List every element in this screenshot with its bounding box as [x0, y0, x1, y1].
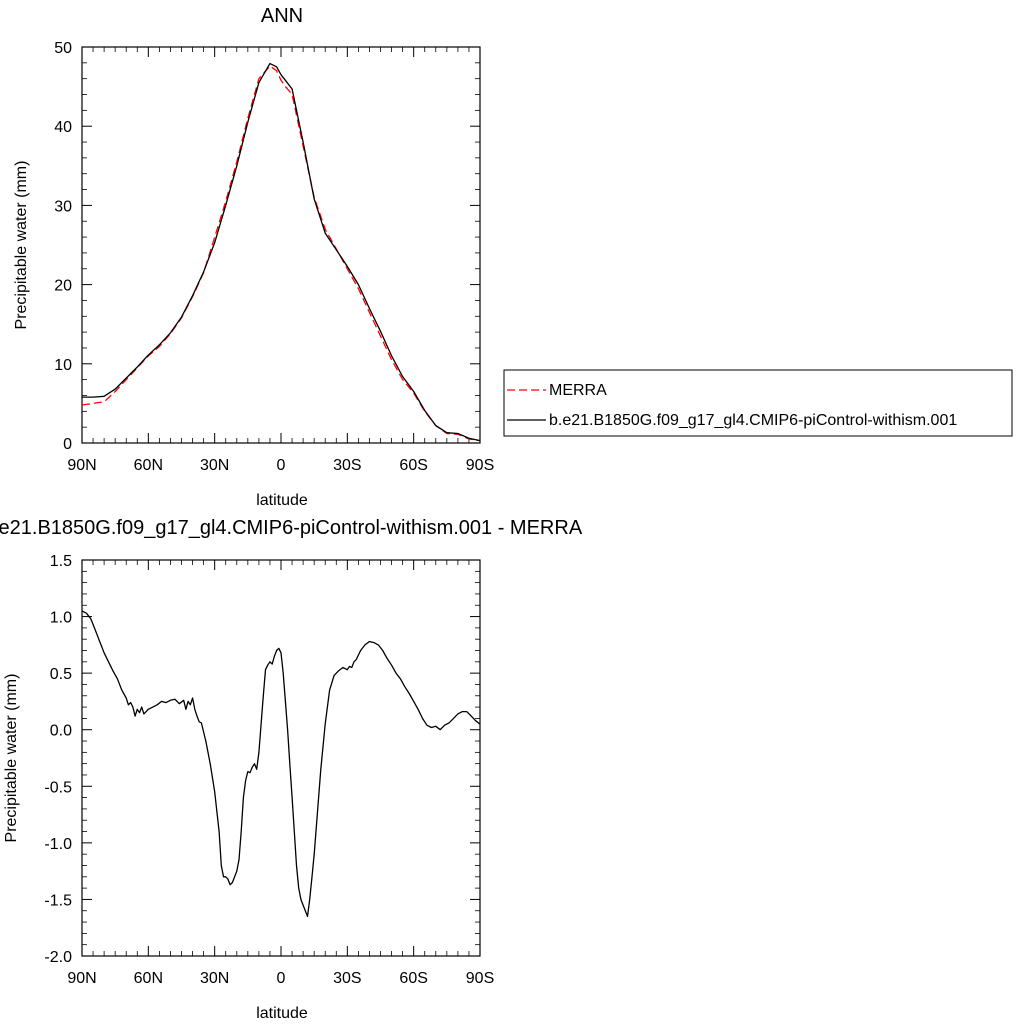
bottom-chart-title: b.e21.B1850G.f09_g17_gl4.CMIP6-piControl…: [0, 517, 583, 539]
top-chart-xtick-label-1: 60N: [134, 457, 163, 474]
bottom-chart-ytick-label-7: 1.5: [50, 553, 72, 570]
top-chart: ANN 90N 60N 30N 0 30S 60S 90S 0 10 20 30 40 50 Preci…: [13, 5, 1013, 509]
top-chart-xtick-label-0: 90N: [67, 457, 96, 474]
top-chart-xtick-label-2: 30N: [200, 457, 229, 474]
top-chart-frame: [81, 46, 481, 444]
top-chart-xtick-label-6: 90S: [466, 457, 494, 474]
top-chart-ytick-label-3: 30: [54, 198, 72, 215]
top-chart-xtick-label-4: 30S: [333, 457, 361, 474]
top-chart-ytick-label-4: 40: [54, 119, 72, 136]
bottom-chart-ylabel: Precipitable water (mm): [3, 674, 20, 843]
bottom-chart-ytick-label-5: 0.5: [50, 666, 72, 683]
bottom-chart-xtick-label-1: 60N: [134, 970, 163, 987]
bottom-chart: b.e21.B1850G.f09_g17_gl4.CMIP6-piControl…: [0, 517, 583, 1022]
bottom-chart-xtick-label-0: 90N: [67, 970, 96, 987]
bottom-chart-xtick-label-6: 90S: [466, 970, 494, 987]
top-chart-ytick-label-0: 0: [63, 436, 72, 453]
bottom-chart-ytick-label-4: 0.0: [50, 723, 72, 740]
bottom-chart-ytick-label-0: -2.0: [44, 949, 72, 966]
bottom-chart-ytick-label-1: -1.5: [44, 892, 72, 909]
bottom-chart-ytick-label-6: 1.0: [50, 610, 72, 627]
legend-label-merra: MERRA: [549, 382, 607, 399]
bottom-chart-frame: [81, 559, 481, 957]
bottom-chart-xtick-label-2: 30N: [200, 970, 229, 987]
top-chart-xlabel: latitude: [256, 492, 308, 509]
top-chart-ytick-label-2: 20: [54, 278, 72, 295]
bottom-chart-xtick-label-4: 30S: [333, 970, 361, 987]
top-chart-title: ANN: [261, 5, 303, 27]
bottom-chart-xlabel: latitude: [256, 1005, 308, 1022]
top-chart-ytick-label-1: 10: [54, 357, 72, 374]
top-chart-xtick-label-5: 60S: [399, 457, 427, 474]
top-chart-xtick-label-3: 0: [277, 457, 286, 474]
top-chart-series-merra-line: [81, 65, 481, 442]
top-chart-ylabel: Precipitable water (mm): [13, 161, 30, 330]
legend-label-model: b.e21.B1850G.f09_g17_gl4.CMIP6-piControl…: [549, 412, 957, 429]
bottom-chart-xtick-label-3: 0: [277, 970, 286, 987]
top-chart-ytick-label-5: 50: [54, 40, 72, 57]
bottom-chart-ytick-label-2: -1.0: [44, 836, 72, 853]
bottom-chart-xtick-label-5: 60S: [399, 970, 427, 987]
legend: MERRA b.e21.B1850G.f09_g17_gl4.CMIP6-piC…: [503, 369, 1013, 437]
top-chart-series-model-line: [82, 62, 481, 442]
bottom-chart-series-difference-line: [81, 610, 481, 918]
legend-box: [503, 369, 1013, 437]
bottom-chart-ytick-label-3: -0.5: [44, 779, 72, 796]
